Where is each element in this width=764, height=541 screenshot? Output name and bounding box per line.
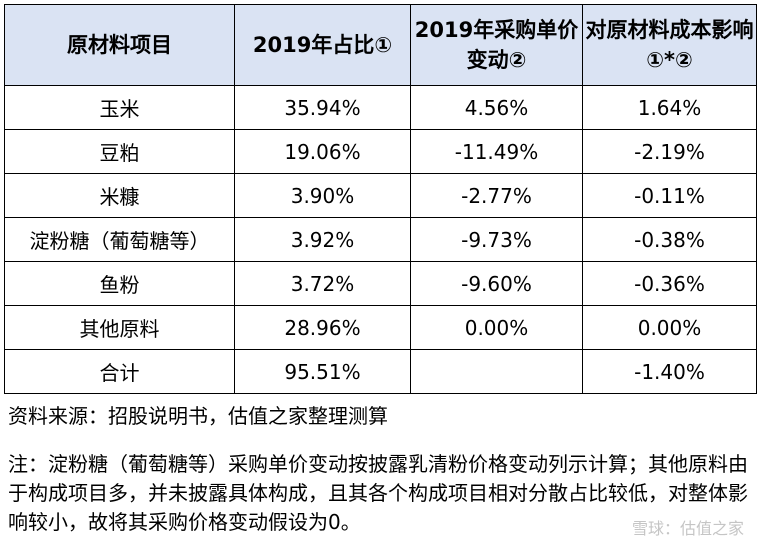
cell-share: 35.94%	[234, 85, 411, 130]
cell-cost-impact: -1.40%	[582, 349, 757, 394]
cell-price-change: -11.49%	[410, 129, 583, 174]
source-note: 资料来源：招股说明书，估值之家整理测算	[8, 404, 388, 428]
cell-cost-impact: 0.00%	[582, 305, 757, 350]
watermark: 雪球：估值之家	[631, 519, 744, 538]
cell-share: 3.90%	[234, 173, 411, 218]
cell-share: 3.72%	[234, 261, 411, 306]
table-header-row: 原材料项目 2019年占比① 2019年采购单价变动② 对原材料成本影响①*②	[4, 4, 757, 86]
footnote: 注：淀粉糖（葡萄糖等）采购单价变动按披露乳清粉价格变动列示计算；其他原料由于构成…	[8, 452, 748, 534]
cell-price-change	[410, 349, 583, 394]
header-price-change: 2019年采购单价变动②	[410, 4, 583, 86]
cell-share: 95.51%	[234, 349, 411, 394]
cell-material: 淀粉糖（葡萄糖等）	[4, 217, 235, 262]
cell-material: 玉米	[4, 85, 235, 130]
table-row: 玉米 35.94% 4.56% 1.64%	[4, 85, 757, 130]
table-row: 鱼粉 3.72% -9.60% -0.36%	[4, 261, 757, 306]
cell-cost-impact: -0.36%	[582, 261, 757, 306]
cell-material: 豆粕	[4, 129, 235, 174]
header-share: 2019年占比①	[234, 4, 411, 86]
table-row: 米糠 3.90% -2.77% -0.11%	[4, 173, 757, 218]
cell-cost-impact: -0.11%	[582, 173, 757, 218]
raw-material-table: 原材料项目 2019年占比① 2019年采购单价变动② 对原材料成本影响①*② …	[4, 4, 757, 394]
cell-material: 合计	[4, 349, 235, 394]
cell-share: 19.06%	[234, 129, 411, 174]
table-total-row: 合计 95.51% -1.40%	[4, 349, 757, 394]
cell-material: 鱼粉	[4, 261, 235, 306]
cell-price-change: -9.73%	[410, 217, 583, 262]
cell-cost-impact: -2.19%	[582, 129, 757, 174]
table-row: 其他原料 28.96% 0.00% 0.00%	[4, 305, 757, 350]
cell-price-change: 0.00%	[410, 305, 583, 350]
table-row: 豆粕 19.06% -11.49% -2.19%	[4, 129, 757, 174]
table-row: 淀粉糖（葡萄糖等） 3.92% -9.73% -0.38%	[4, 217, 757, 262]
cell-share: 28.96%	[234, 305, 411, 350]
cell-material: 米糠	[4, 173, 235, 218]
cell-price-change: -2.77%	[410, 173, 583, 218]
cell-price-change: 4.56%	[410, 85, 583, 130]
header-material: 原材料项目	[4, 4, 235, 86]
cell-price-change: -9.60%	[410, 261, 583, 306]
header-cost-impact: 对原材料成本影响①*②	[582, 4, 757, 86]
cell-material: 其他原料	[4, 305, 235, 350]
cell-cost-impact: -0.38%	[582, 217, 757, 262]
cell-cost-impact: 1.64%	[582, 85, 757, 130]
cell-share: 3.92%	[234, 217, 411, 262]
